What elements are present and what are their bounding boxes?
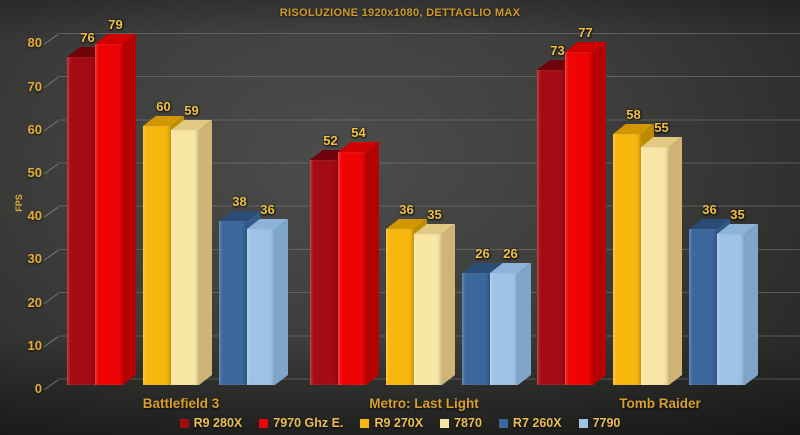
bar-side-face — [123, 33, 136, 386]
value-label-r9-280x-battlefield-3: 76 — [80, 30, 95, 45]
legend-label-7870: 7870 — [454, 416, 482, 430]
value-label-7970-ghz-e-battlefield-3: 79 — [108, 17, 123, 32]
y-tick-label-70: 70 — [27, 78, 42, 94]
legend-label-r9-280x: R9 280X — [193, 416, 243, 430]
bar-side-face — [669, 136, 682, 385]
legend-item-7790: 7790 — [578, 416, 621, 430]
bar-r7-260x-metro-last-light — [462, 262, 503, 385]
bar-side-face — [366, 141, 379, 385]
bar-r9-280x-tomb-raider — [537, 59, 578, 386]
bar-front-face — [67, 57, 95, 385]
y-tick-label-20: 20 — [27, 294, 42, 310]
bar-side-face — [442, 223, 455, 385]
value-label-r7-260x-battlefield-3: 38 — [232, 194, 247, 209]
category-label-metro-last-light: Metro: Last Light — [369, 396, 479, 411]
value-label-7790-metro-last-light: 26 — [503, 246, 518, 261]
bar-7870-battlefield-3 — [171, 119, 212, 386]
y-tick-label-80: 80 — [27, 35, 42, 51]
bar-r9-270x-metro-last-light — [386, 218, 427, 385]
value-label-7970-ghz-e-metro-last-light: 54 — [351, 125, 366, 140]
bar-front-face — [247, 229, 275, 385]
bar-front-face — [386, 229, 414, 385]
legend-label-7790: 7790 — [592, 416, 621, 430]
chart-title: RISOLUZIONE 1920x1080, DETTAGLIO MAX — [279, 7, 521, 19]
bar-r7-260x-tomb-raider — [689, 218, 730, 385]
bar-7790-tomb-raider — [717, 223, 758, 385]
value-label-r9-270x-battlefield-3: 60 — [156, 99, 171, 114]
bar-7970-ghz-e-metro-last-light — [338, 141, 379, 385]
bar-r9-270x-battlefield-3 — [143, 115, 184, 386]
bar-7870-tomb-raider — [641, 136, 682, 385]
bar-front-face — [565, 52, 593, 385]
value-label-r9-270x-tomb-raider: 58 — [626, 107, 641, 122]
value-label-7790-battlefield-3: 36 — [260, 202, 275, 217]
bar-side-face — [745, 223, 758, 385]
bar-7970-ghz-e-battlefield-3 — [95, 33, 136, 386]
legend-item-r9-270x: R9 270X — [360, 416, 423, 430]
bar-7970-ghz-e-tomb-raider — [565, 41, 606, 386]
value-label-r7-260x-tomb-raider: 36 — [702, 202, 717, 217]
bar-front-face — [143, 126, 171, 385]
legend-swatch-7790 — [578, 418, 588, 428]
y-tick-label-60: 60 — [27, 121, 42, 137]
legend-swatch-r9-270x — [360, 418, 370, 428]
value-label-7870-tomb-raider: 55 — [654, 120, 669, 135]
bar-r9-270x-tomb-raider — [613, 123, 654, 386]
legend-swatch-r7-260x — [498, 418, 508, 428]
value-label-7870-battlefield-3: 59 — [184, 103, 199, 118]
bar-front-face — [689, 229, 717, 385]
bar-front-face — [641, 147, 669, 385]
bar-side-face — [199, 119, 212, 386]
legend-swatch-r9-280x — [179, 418, 189, 428]
value-label-r9-280x-metro-last-light: 52 — [323, 133, 338, 148]
category-label-tomb-raider: Tomb Raider — [619, 396, 701, 411]
value-label-7790-tomb-raider: 35 — [730, 207, 745, 222]
y-tick-label-40: 40 — [27, 208, 42, 224]
value-label-r7-260x-metro-last-light: 26 — [475, 246, 490, 261]
value-label-r9-270x-metro-last-light: 36 — [399, 202, 414, 217]
legend-label-7970-ghz-e: 7970 Ghz E. — [273, 416, 344, 430]
bar-7870-metro-last-light — [414, 223, 455, 385]
value-label-7970-ghz-e-tomb-raider: 77 — [578, 25, 593, 40]
bar-front-face — [414, 234, 442, 385]
bar-r9-280x-battlefield-3 — [67, 46, 108, 386]
bar-front-face — [613, 134, 641, 385]
legend-label-r7-260x: R7 260X — [512, 416, 562, 430]
bar-front-face — [717, 234, 745, 385]
y-tick-label-50: 50 — [27, 165, 42, 180]
bar-front-face — [490, 273, 518, 385]
bar-front-face — [95, 44, 123, 385]
bar-side-face — [593, 41, 606, 386]
bar-side-face — [275, 218, 288, 385]
value-label-r9-280x-tomb-raider: 73 — [550, 43, 565, 58]
legend-label-r9-270x: R9 270X — [374, 416, 424, 430]
bar-7790-metro-last-light — [490, 262, 531, 385]
bar-r9-280x-metro-last-light — [310, 149, 351, 385]
legend-item-7970-ghz-e: 7970 Ghz E. — [259, 416, 343, 430]
legend: R9 280X 7970 Ghz E. R9 270X 7870 R7 260X 7790 — [0, 416, 800, 430]
bar-r7-260x-battlefield-3 — [219, 210, 260, 385]
bar-front-face — [462, 273, 490, 385]
legend-swatch-7970-ghz-e — [259, 418, 269, 428]
y-tick-label-0: 0 — [34, 381, 42, 396]
legend-item-7870: 7870 — [440, 416, 482, 430]
value-label-7870-metro-last-light: 35 — [427, 207, 442, 222]
bar-front-face — [310, 160, 338, 385]
y-tick-label-10: 10 — [27, 337, 42, 353]
bar-front-face — [219, 221, 247, 385]
bar-side-face — [518, 262, 531, 385]
bar-front-face — [171, 130, 199, 385]
bar-front-face — [338, 152, 366, 385]
bar-front-face — [537, 70, 565, 385]
y-tick-label-30: 30 — [27, 251, 42, 267]
category-label-battlefield-3: Battlefield 3 — [142, 396, 220, 411]
legend-swatch-7870 — [440, 418, 450, 428]
legend-item-r9-280x: R9 280X — [179, 416, 243, 430]
bar-7790-battlefield-3 — [247, 218, 288, 385]
legend-item-r7-260x: R7 260X — [498, 416, 562, 430]
